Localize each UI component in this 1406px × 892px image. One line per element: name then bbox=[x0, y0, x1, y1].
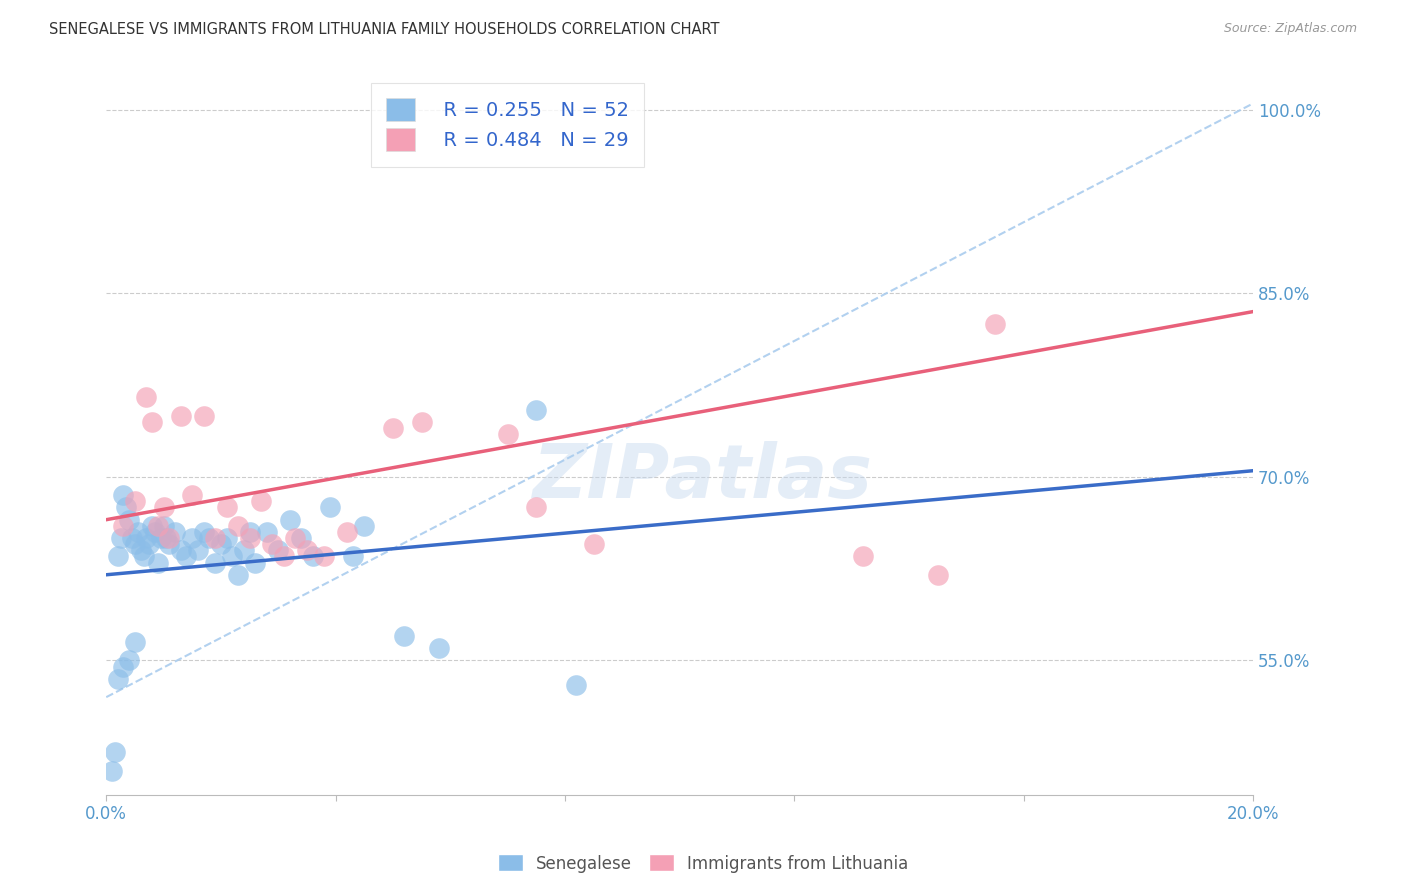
Point bbox=[110, 531, 132, 545]
Point bbox=[157, 537, 180, 551]
Point bbox=[267, 543, 290, 558]
Point bbox=[157, 531, 180, 545]
Point bbox=[565, 678, 588, 692]
Point bbox=[411, 415, 433, 429]
Point bbox=[112, 659, 135, 673]
Point bbox=[107, 672, 129, 686]
Point bbox=[124, 537, 146, 551]
Point bbox=[238, 524, 260, 539]
Point bbox=[138, 537, 160, 551]
Point bbox=[245, 556, 267, 570]
Point bbox=[221, 549, 243, 564]
Point bbox=[146, 518, 169, 533]
Point bbox=[124, 494, 146, 508]
Point bbox=[163, 524, 186, 539]
Point bbox=[135, 390, 157, 404]
Point bbox=[118, 653, 141, 667]
Text: SENEGALESE VS IMMIGRANTS FROM LITHUANIA FAMILY HOUSEHOLDS CORRELATION CHART: SENEGALESE VS IMMIGRANTS FROM LITHUANIA … bbox=[49, 22, 720, 37]
Point bbox=[984, 317, 1007, 331]
Point bbox=[284, 531, 307, 545]
Point bbox=[112, 488, 135, 502]
Point bbox=[132, 549, 155, 564]
Point bbox=[176, 549, 198, 564]
Point bbox=[135, 531, 157, 545]
Point bbox=[181, 488, 204, 502]
Point bbox=[193, 524, 215, 539]
Point bbox=[336, 524, 359, 539]
Point bbox=[118, 513, 141, 527]
Point bbox=[256, 524, 278, 539]
Point bbox=[152, 518, 174, 533]
Point bbox=[342, 549, 364, 564]
Point bbox=[115, 500, 138, 515]
Point bbox=[524, 500, 547, 515]
Point bbox=[129, 543, 152, 558]
Point bbox=[152, 500, 174, 515]
Point bbox=[149, 531, 172, 545]
Point bbox=[141, 518, 163, 533]
Point bbox=[353, 518, 375, 533]
Point bbox=[852, 549, 875, 564]
Point bbox=[204, 531, 226, 545]
Legend: Senegalese, Immigrants from Lithuania: Senegalese, Immigrants from Lithuania bbox=[491, 847, 915, 880]
Point bbox=[209, 537, 232, 551]
Point bbox=[524, 402, 547, 417]
Point bbox=[107, 549, 129, 564]
Point bbox=[146, 556, 169, 570]
Point bbox=[101, 764, 124, 778]
Point bbox=[314, 549, 336, 564]
Point bbox=[226, 567, 249, 582]
Point bbox=[121, 531, 143, 545]
Point bbox=[112, 518, 135, 533]
Point bbox=[262, 537, 284, 551]
Point bbox=[295, 543, 318, 558]
Point bbox=[104, 745, 127, 759]
Point bbox=[143, 524, 166, 539]
Point bbox=[232, 543, 254, 558]
Point bbox=[170, 543, 193, 558]
Point bbox=[155, 531, 177, 545]
Point bbox=[381, 421, 404, 435]
Point bbox=[496, 427, 519, 442]
Point bbox=[215, 500, 238, 515]
Point bbox=[181, 531, 204, 545]
Point bbox=[198, 531, 221, 545]
Point bbox=[215, 531, 238, 545]
Point bbox=[278, 513, 301, 527]
Point bbox=[124, 635, 146, 649]
Point bbox=[204, 556, 226, 570]
Point bbox=[319, 500, 342, 515]
Point bbox=[127, 524, 149, 539]
Point bbox=[193, 409, 215, 423]
Point bbox=[226, 518, 249, 533]
Point bbox=[250, 494, 273, 508]
Point bbox=[582, 537, 605, 551]
Point bbox=[427, 641, 450, 656]
Text: ZIPatlas: ZIPatlas bbox=[533, 441, 873, 514]
Point bbox=[170, 409, 193, 423]
Point bbox=[927, 567, 949, 582]
Point bbox=[273, 549, 295, 564]
Point bbox=[141, 415, 163, 429]
Point bbox=[290, 531, 312, 545]
Point bbox=[187, 543, 209, 558]
Legend:   R = 0.255   N = 52,   R = 0.484   N = 29: R = 0.255 N = 52, R = 0.484 N = 29 bbox=[371, 83, 644, 167]
Point bbox=[301, 549, 323, 564]
Point bbox=[238, 531, 260, 545]
Point bbox=[394, 629, 416, 643]
Text: Source: ZipAtlas.com: Source: ZipAtlas.com bbox=[1223, 22, 1357, 36]
